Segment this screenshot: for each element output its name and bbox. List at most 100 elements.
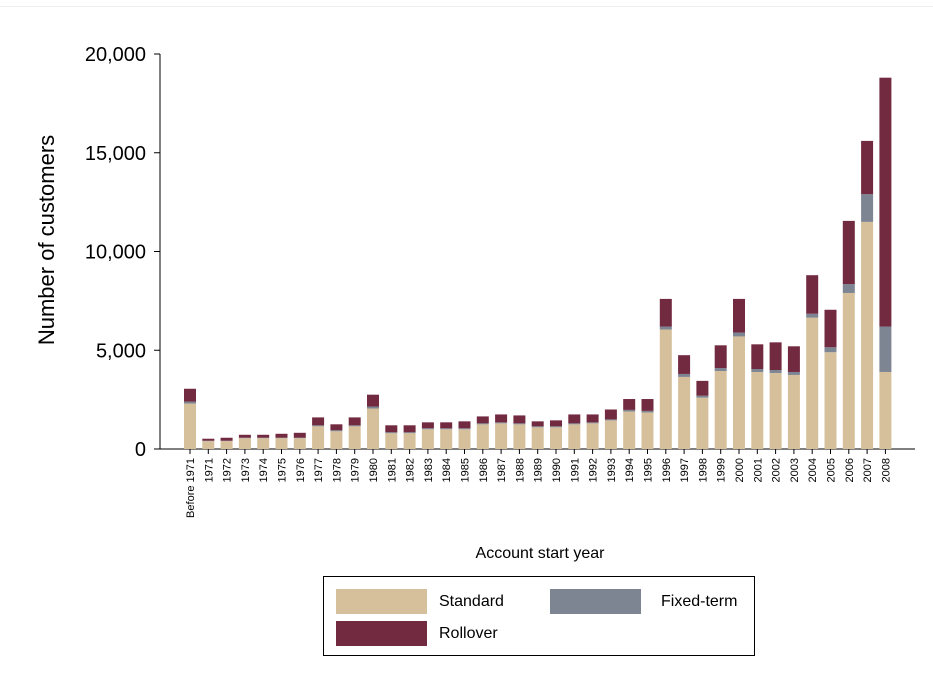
bar-segment-fixed-term-1977: [312, 425, 325, 427]
x-tick-label: 1976: [295, 458, 307, 482]
x-tick-label: 2008: [880, 458, 892, 482]
legend-swatch-rollover: [336, 621, 427, 646]
legend-label-fixed-term: Fixed-term: [661, 592, 738, 610]
bar-segment-fixed-term-1996: [659, 326, 672, 330]
bar-segment-rollover-1986: [476, 416, 489, 424]
stacked-bar-chart: 0 5,000 10,000 15,000 20,000 Before 1971 1971…: [34, 44, 915, 562]
bar-segment-standard-before-1971: [184, 403, 196, 449]
x-tick-label: 1991: [569, 458, 581, 482]
legend-item-rollover: Rollover: [336, 621, 498, 646]
x-tick-label: 1977: [313, 458, 325, 482]
bar-segment-rollover-1984: [440, 422, 453, 429]
x-tick-label: 1994: [624, 458, 636, 482]
bar-segment-standard-1987: [495, 423, 508, 449]
x-axis-label: Account start year: [476, 545, 606, 562]
bar-segment-rollover-2001: [751, 344, 764, 370]
bar-segment-standard-1997: [678, 376, 691, 449]
bar-segment-rollover-1972: [220, 437, 233, 441]
bar-segment-standard-1977: [312, 426, 325, 449]
bar-segment-rollover-before-1971: [184, 388, 196, 402]
bar-segment-standard-1990: [550, 427, 562, 449]
bar-segment-fixed-term-1981: [385, 432, 398, 434]
x-ticks: Before 1971 1971 1972 1973 1974 1975 1976 1977 1…: [185, 449, 892, 518]
bar-segment-fixed-term-1991: [568, 423, 581, 425]
x-tick-label: 1990: [551, 458, 563, 482]
bar-segment-standard-1982: [403, 433, 416, 449]
bar-segment-fixed-term-2005: [824, 347, 837, 353]
x-tick-label: 2000: [734, 458, 746, 482]
x-tick-label: Before 1971: [185, 458, 197, 518]
bar-segment-fixed-term-1984: [440, 428, 453, 430]
bar-segment-standard-1978: [330, 431, 343, 449]
bar-segment-fixed-term-1979: [348, 425, 361, 427]
x-tick-label: 1997: [679, 458, 691, 482]
bar-segment-standard-1993: [604, 420, 617, 449]
bar-segment-standard-1994: [623, 411, 636, 449]
x-tick-label: 1982: [405, 458, 417, 482]
bar-segment-rollover-2003: [787, 346, 800, 372]
bar-segment-standard-1981: [385, 433, 398, 449]
x-tick-label: 1974: [258, 458, 270, 482]
legend: Standard Fixed-term Rollover: [323, 576, 755, 656]
x-tick-label: 1971: [203, 458, 215, 482]
bar-segment-standard-1974: [257, 438, 270, 449]
bar-segment-standard-1979: [348, 426, 361, 449]
y-tick-label: 0: [135, 439, 146, 461]
bar-segment-standard-2005: [824, 352, 837, 449]
x-tick-label: 1975: [277, 458, 289, 482]
bar-segment-rollover-1993: [604, 409, 617, 420]
bar-segment-rollover-1990: [550, 420, 562, 427]
x-tick-label: 2004: [807, 458, 819, 482]
bar-segment-standard-2007: [861, 221, 874, 449]
x-tick-label: 1995: [643, 458, 655, 482]
bar-segment-rollover-1979: [348, 417, 361, 426]
bar-segment-fixed-term-2003: [787, 371, 800, 375]
bar-segment-rollover-2005: [824, 309, 837, 348]
x-tick-label: 1996: [661, 458, 673, 482]
bar-segment-rollover-1980: [367, 394, 379, 407]
x-tick-label: 1987: [496, 458, 508, 482]
bars: [184, 77, 892, 449]
top-rule: [0, 6, 933, 7]
legend-item-standard: Standard: [336, 589, 504, 614]
bar-segment-standard-2002: [769, 372, 782, 449]
bar-segment-standard-1973: [238, 438, 251, 449]
bar-segment-standard-2006: [842, 292, 855, 449]
bar-segment-rollover-1973: [238, 434, 251, 438]
y-tick-label: 10,000: [85, 242, 146, 264]
bar-segment-standard-1976: [293, 438, 306, 449]
bar-segment-fixed-term-1983: [421, 428, 434, 430]
bar-segment-fixed-term-1994: [623, 409, 636, 412]
x-tick-label: 1979: [350, 458, 362, 482]
bar-segment-fixed-term-1989: [531, 426, 544, 428]
bar-segment-standard-2000: [733, 336, 745, 449]
bar-segment-standard-1984: [440, 429, 453, 449]
bar-segment-fixed-term-1998: [696, 395, 709, 398]
x-tick-label: 2006: [844, 458, 856, 482]
y-tick-label: 15,000: [85, 143, 146, 165]
bar-segment-fixed-term-1982: [403, 432, 416, 434]
bar-segment-rollover-2000: [733, 298, 745, 333]
bar-segment-standard-1975: [275, 438, 288, 449]
bar-segment-rollover-1996: [659, 298, 672, 327]
bar-segment-fixed-term-1997: [678, 373, 691, 377]
bar-segment-standard-2004: [806, 317, 819, 449]
x-tick-label: 1999: [716, 458, 728, 482]
x-tick-label: 2002: [771, 458, 783, 482]
bar-segment-standard-1971: [202, 441, 215, 449]
bar-segment-rollover-1989: [531, 421, 544, 427]
bar-segment-fixed-term-1987: [495, 422, 508, 424]
bar-segment-rollover-1977: [312, 417, 325, 426]
bar-segment-standard-1996: [659, 329, 672, 449]
bar-segment-rollover-1976: [293, 432, 306, 438]
x-tick-label: 1998: [697, 458, 709, 482]
y-tick-label: 5,000: [96, 340, 146, 362]
bar-segment-fixed-term-2004: [806, 313, 819, 318]
bar-segment-standard-1986: [476, 424, 489, 449]
bar-segment-standard-1989: [531, 427, 544, 449]
bar-segment-standard-1983: [421, 429, 434, 449]
bar-segment-fixed-term-2008: [879, 326, 892, 372]
x-tick-label: 1978: [331, 458, 343, 482]
bar-segment-rollover-1997: [678, 355, 691, 374]
bar-segment-standard-1991: [568, 424, 581, 449]
